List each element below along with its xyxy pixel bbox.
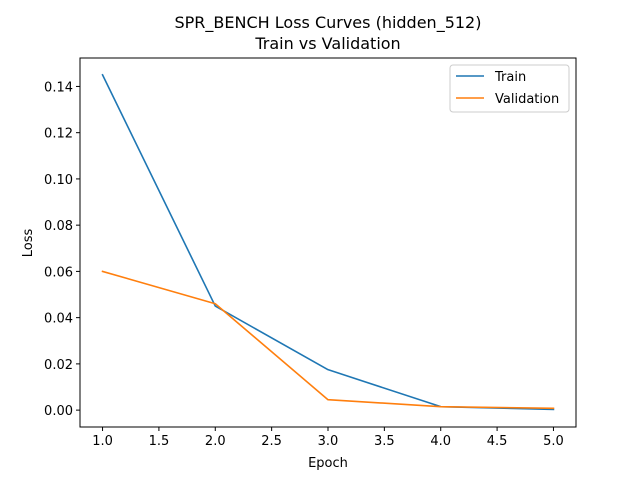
series-layer (101, 73, 555, 411)
y-tick-label: 0.14 (44, 80, 73, 95)
series-line-validation (101, 270, 555, 410)
x-tick-label: 5.0 (543, 434, 564, 449)
y-axis-ticks: 0.00 0.02 0.04 0.06 0.08 0.10 0.12 0.14 (44, 80, 80, 419)
y-tick-label: 0.08 (44, 219, 73, 234)
x-axis-ticks: 1.0 1.5 2.0 2.5 3.0 3.5 4.0 4.5 5.0 (92, 427, 564, 449)
y-tick-label: 0.04 (44, 312, 73, 327)
x-tick-label: 2.5 (261, 434, 282, 449)
y-tick-label: 0.10 (44, 173, 73, 188)
chart-title: SPR_BENCH Loss Curves (hidden_512) (175, 13, 482, 33)
legend-label-validation: Validation (495, 92, 559, 107)
y-tick-label: 0.00 (44, 404, 73, 419)
x-tick-label: 3.5 (374, 434, 395, 449)
chart-subtitle: Train vs Validation (254, 34, 400, 53)
legend-label-train: Train (494, 70, 526, 85)
legend: Train Validation (449, 64, 570, 113)
y-tick-label: 0.06 (44, 265, 73, 280)
x-tick-label: 3.0 (318, 434, 339, 449)
x-tick-label: 4.0 (430, 434, 451, 449)
x-tick-label: 1.5 (149, 434, 170, 449)
x-tick-label: 1.0 (92, 434, 113, 449)
y-axis-label: Loss (21, 229, 36, 258)
y-tick-label: 0.02 (44, 358, 73, 373)
x-axis-label: Epoch (308, 456, 348, 471)
x-tick-label: 4.5 (487, 434, 508, 449)
x-tick-label: 2.0 (205, 434, 226, 449)
y-tick-label: 0.12 (44, 127, 73, 142)
